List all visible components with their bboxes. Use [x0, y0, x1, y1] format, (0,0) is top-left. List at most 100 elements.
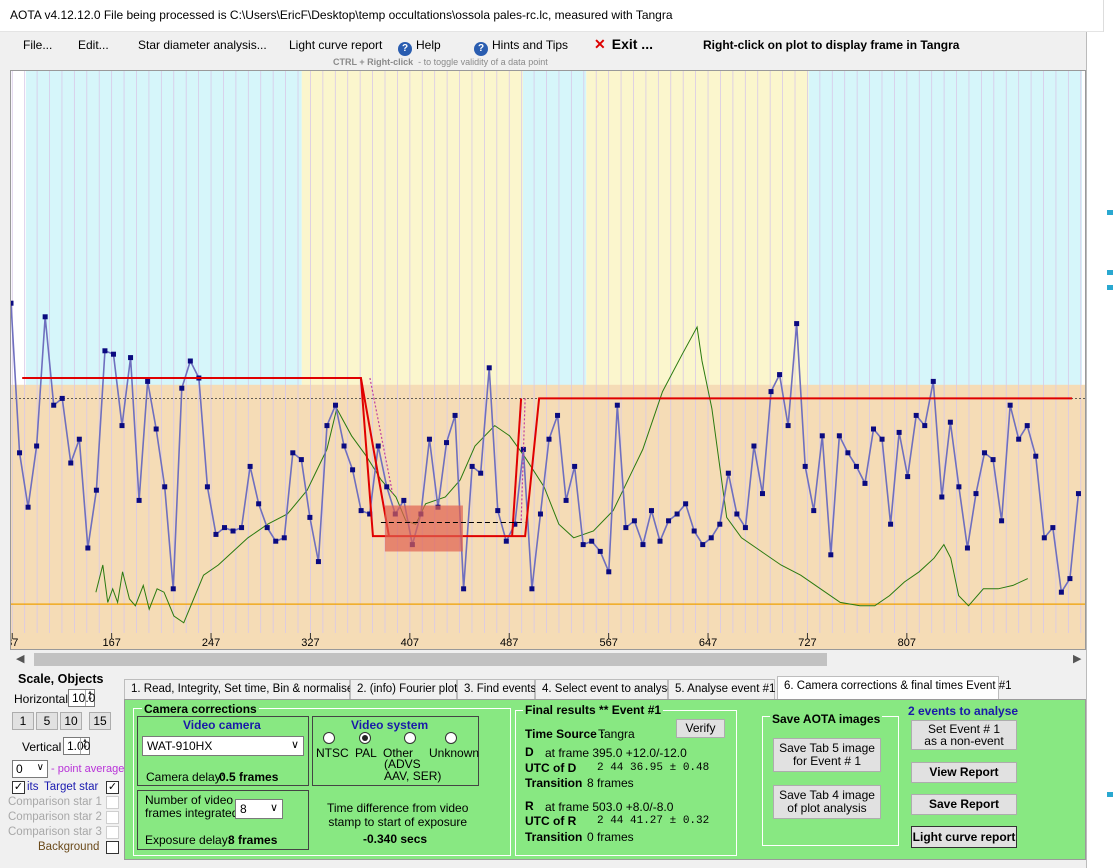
right-click-note: Right-click on plot to display frame in …	[703, 38, 960, 52]
scale-objects-title: Scale, Objects	[18, 672, 104, 686]
utc-r-label: UTC of R	[525, 814, 577, 828]
menu-star-diameter[interactable]: Star diameter analysis...	[138, 38, 267, 52]
data-point	[25, 504, 31, 510]
other-label: Other	[383, 746, 414, 760]
data-point	[76, 436, 82, 442]
data-point	[444, 440, 450, 446]
save-report-button[interactable]: Save Report	[911, 794, 1017, 815]
transition-r-label: Transition	[525, 830, 583, 844]
comparison-star-1-label: Comparison star 1	[8, 796, 102, 808]
scroll-thumb[interactable]	[34, 653, 827, 666]
data-point	[871, 426, 877, 432]
light-curve-svg[interactable]: 87 167 247 327 407 487 567 647 727 807	[11, 71, 1086, 650]
zoom-15-button[interactable]: 15	[89, 712, 111, 730]
menu-exit[interactable]: ✕ Exit ...	[594, 36, 653, 53]
data-point	[162, 484, 168, 490]
x-tick-label: 167	[102, 637, 120, 649]
spinner-icon[interactable]: ▲ ▼	[85, 690, 94, 706]
x-tick-label: 87	[11, 637, 18, 649]
comparison-star-3-checkbox[interactable]	[106, 826, 119, 839]
plot-band	[1082, 71, 1085, 649]
target-star-checkbox[interactable]: ✓	[106, 781, 119, 794]
spinner-icon[interactable]: ▲ ▼	[80, 738, 89, 754]
zoom-1-button[interactable]: 1	[12, 712, 34, 730]
other-radio[interactable]	[404, 732, 416, 744]
ctrl-click-note: CTRL + Right-click - to toggle validity …	[333, 57, 548, 67]
data-point	[785, 423, 791, 429]
camera-select[interactable]: WAT-910HX ∨	[142, 736, 304, 756]
camera-corrections-panel: Camera corrections Video camera WAT-910H…	[124, 699, 1086, 860]
menu-edit[interactable]: Edit...	[78, 38, 109, 52]
x-tick-label: 807	[898, 637, 916, 649]
data-point	[307, 514, 313, 520]
data-point	[1067, 576, 1073, 582]
comparison-star-2-checkbox[interactable]	[106, 811, 119, 824]
data-point	[461, 586, 467, 592]
unknown-label: Unknown	[429, 746, 480, 760]
data-point	[982, 450, 988, 456]
data-point	[819, 433, 825, 439]
data-point	[922, 423, 928, 429]
data-point	[614, 402, 620, 408]
data-point	[298, 457, 304, 463]
verify-button[interactable]: Verify	[676, 719, 725, 738]
tab-camera-corrections[interactable]: 6. Camera corrections & final times Even…	[777, 676, 1012, 700]
tab-fourier-plot[interactable]: 2. (info) Fourier plot	[350, 679, 457, 699]
data-point	[145, 378, 151, 384]
menu-light-curve-report[interactable]: Light curve report	[289, 38, 383, 52]
tab-select-event[interactable]: 4. Select event to analyse	[535, 679, 674, 699]
ntsc-radio[interactable]	[323, 732, 335, 744]
data-point	[751, 443, 757, 449]
comparison-star-1-checkbox[interactable]	[106, 796, 119, 809]
video-camera-title: Video camera	[183, 718, 261, 732]
horizontal-scale-input[interactable]: 10.0 ▲ ▼	[68, 689, 95, 707]
data-point	[42, 314, 48, 320]
save-tab5-button[interactable]: Save Tab 5 image for Event # 1	[773, 738, 881, 772]
data-point	[717, 521, 723, 527]
zoom-10-button[interactable]: 10	[60, 712, 82, 730]
unknown-radio[interactable]	[445, 732, 457, 744]
tab-find-events[interactable]: 3. Find events	[457, 679, 536, 699]
menu-hints[interactable]: ? Hints and Tips	[474, 38, 568, 56]
plot-scrollbar[interactable]: ◀ ▶	[10, 651, 1086, 668]
zoom-5-button[interactable]: 5	[36, 712, 58, 730]
menu-file[interactable]: File...	[23, 38, 53, 52]
light-curve-plot[interactable]: 87 167 247 327 407 487 567 647 727 807	[10, 70, 1086, 650]
bottom-uncertainty-box	[384, 505, 463, 552]
light-curve-report-button[interactable]: Light curve report	[911, 826, 1017, 848]
r-frame: at frame 503.0 +8.0/-8.0	[545, 800, 674, 814]
exposure-delay-value: 8 frames	[228, 833, 278, 847]
data-point	[956, 484, 962, 490]
r-edge-marker	[520, 398, 526, 523]
vertical-scale-input[interactable]: 1.00 ▲ ▼	[63, 737, 90, 755]
horizontal-scale-value: 10.0	[72, 691, 96, 705]
data-point	[264, 525, 270, 531]
scroll-right-icon[interactable]: ▶	[1073, 653, 1082, 665]
title-bar: AOTA v4.12.12.0 File being processed is …	[0, 0, 1114, 32]
data-point	[503, 538, 509, 544]
scroll-left-icon[interactable]: ◀	[16, 653, 25, 665]
menu-help[interactable]: ? Help	[398, 38, 441, 56]
vertical-scale-value: 1.00	[67, 739, 91, 753]
target-curve	[11, 303, 1080, 595]
target-points-checkbox[interactable]: ✓	[12, 781, 25, 794]
strip-marker	[1107, 285, 1113, 290]
time-difference-label: Time difference from video stamp to star…	[327, 801, 469, 829]
data-point	[11, 300, 14, 306]
strip-marker	[1107, 210, 1113, 215]
background-label: Background	[38, 841, 100, 853]
data-point	[1007, 402, 1013, 408]
tab-analyse-event[interactable]: 5. Analyse event #1	[668, 679, 775, 699]
pal-radio[interactable]	[359, 732, 371, 744]
frames-integrated-select[interactable]: 8 ∨	[235, 799, 283, 819]
set-non-event-button[interactable]: Set Event # 1 as a non-event	[911, 720, 1017, 750]
point-average-select[interactable]: 0 ∨	[12, 760, 48, 778]
camera-delay-value: 0.5 frames	[219, 770, 279, 784]
x-tick-label: 407	[401, 637, 419, 649]
view-report-button[interactable]: View Report	[911, 762, 1017, 783]
background-checkbox[interactable]	[106, 841, 119, 854]
save-tab4-button[interactable]: Save Tab 4 image of plot analysis	[773, 785, 881, 819]
data-point	[657, 538, 663, 544]
tab-read-integrity[interactable]: 1. Read, Integrity, Set time, Bin & norm…	[124, 679, 353, 699]
comparison-star-2-label: Comparison star 2	[8, 811, 102, 823]
